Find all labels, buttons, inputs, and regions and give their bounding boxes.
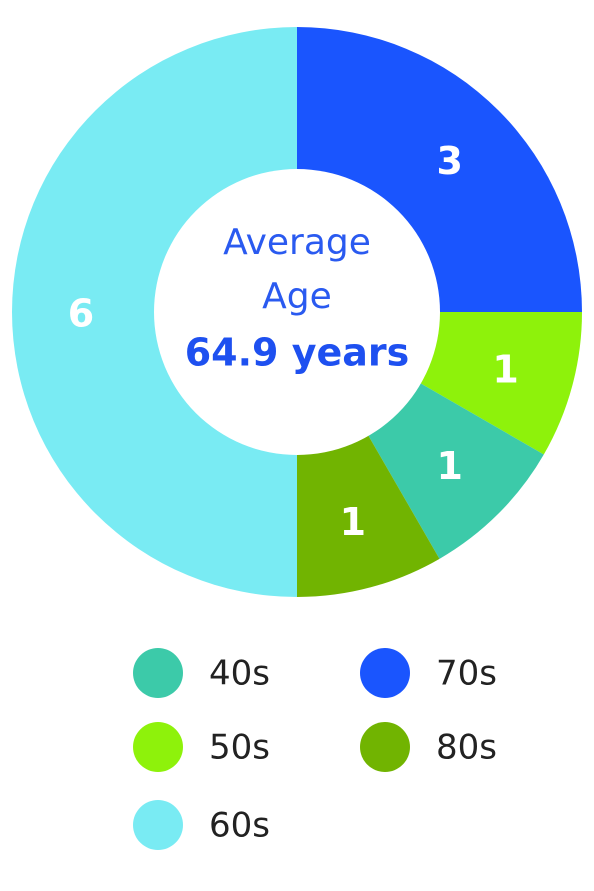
legend-label: 70s	[436, 654, 497, 694]
legend-label: 60s	[209, 806, 270, 846]
legend-label: 50s	[209, 728, 270, 768]
legend-label: 40s	[209, 654, 270, 694]
center-value: 64.9 years	[185, 331, 410, 375]
donut-hole	[154, 169, 440, 455]
legend-label: 80s	[436, 728, 497, 768]
data-label: 1	[437, 444, 463, 488]
legend-swatch	[133, 800, 183, 850]
data-label: 3	[437, 139, 463, 183]
data-label: 1	[492, 347, 518, 391]
legend-swatch	[360, 648, 410, 698]
data-label: 1	[340, 500, 366, 544]
center-title: Age	[262, 276, 332, 317]
center-title: Average	[223, 222, 371, 263]
data-label: 6	[68, 292, 94, 336]
legend-swatch	[133, 722, 183, 772]
legend-swatch	[133, 648, 183, 698]
legend-swatch	[360, 722, 410, 772]
